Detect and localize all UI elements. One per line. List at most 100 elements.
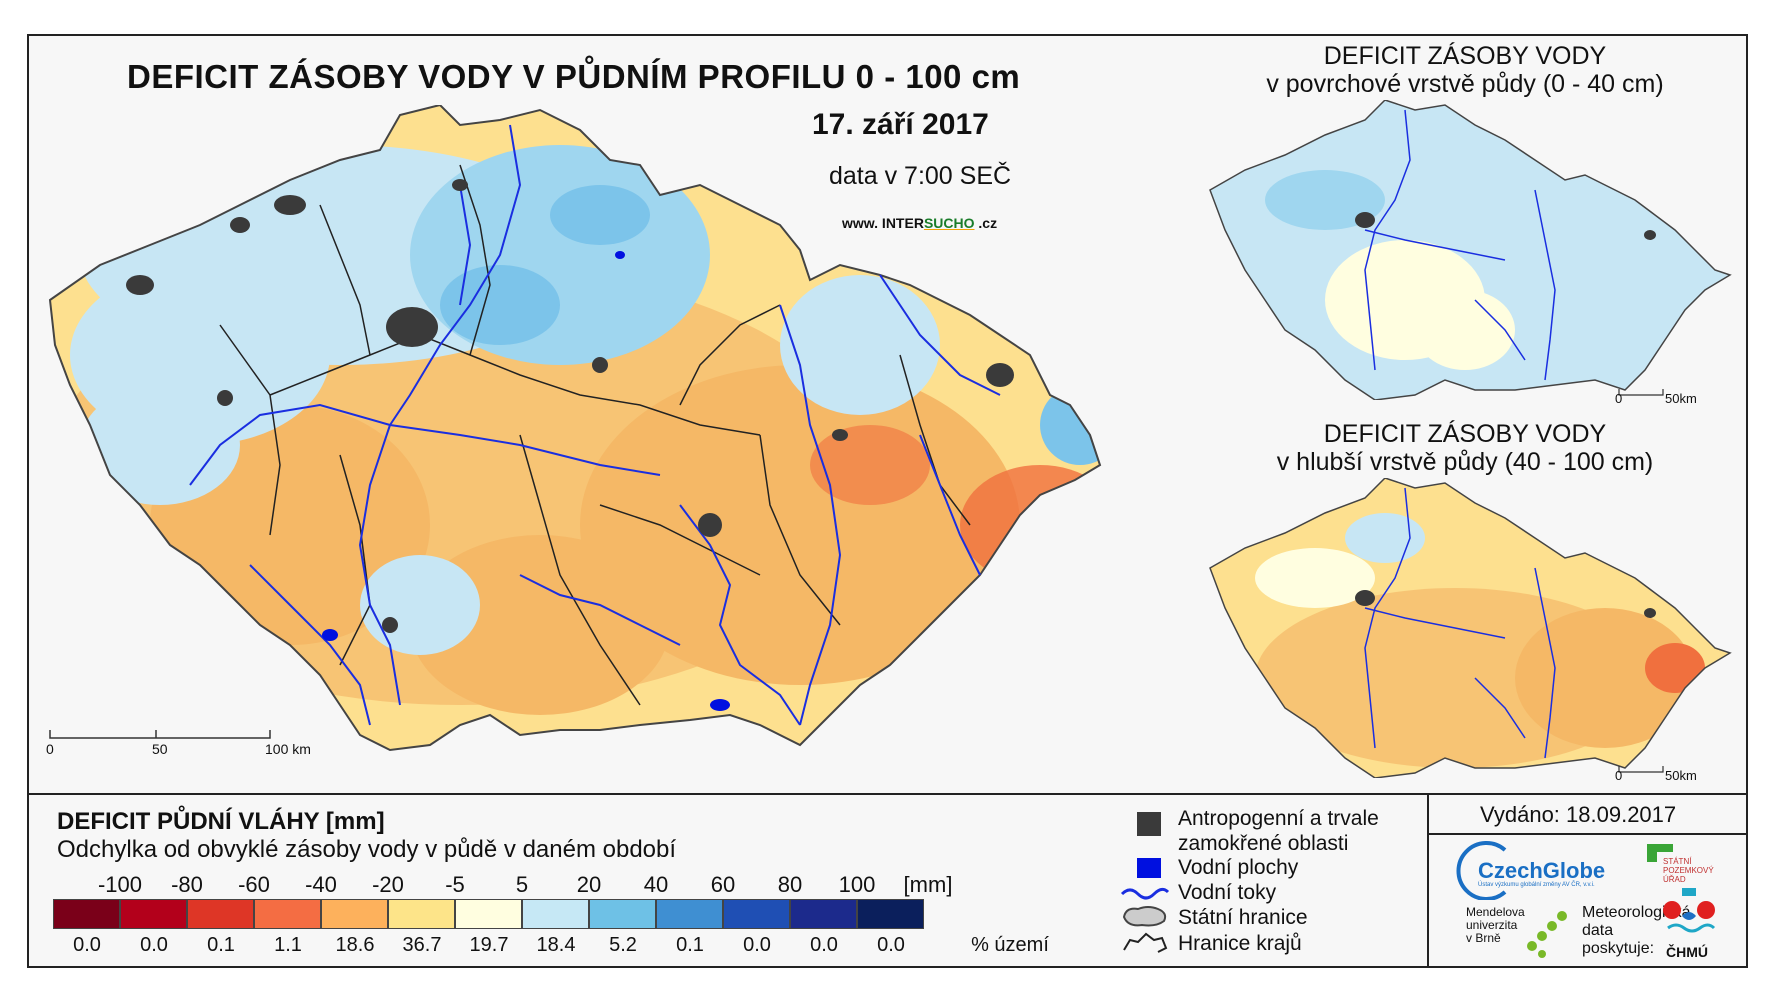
inset-bottom-title: DEFICIT ZÁSOBY VODY v hlubší vrstvě půdy… — [1250, 420, 1680, 476]
legend-ticks: -100 -80 -60 -40 -20 -5 5 20 40 60 80 10… — [50, 872, 960, 900]
legend-percent: 18.4 — [536, 934, 576, 956]
scale-label-100: 100 km — [265, 741, 311, 757]
urban-symbol-icon — [1137, 812, 1161, 836]
legend-swatch — [522, 899, 589, 929]
legend-percent: 0.1 — [676, 934, 704, 956]
issued-date: Vydáno: 18.09.2017 — [1480, 802, 1677, 827]
met-line3: poskytuje: — [1582, 940, 1655, 957]
state-border — [48, 105, 1102, 752]
spu-line2: POZEMKOVÝ — [1663, 866, 1714, 875]
legend-percent: 0.0 — [743, 934, 771, 956]
met-line2: data — [1582, 922, 1614, 939]
legend-percent: 0.0 — [140, 934, 168, 956]
legend-tick: -80 — [171, 872, 203, 897]
main-scale-bar — [49, 730, 271, 739]
legend-swatches — [53, 899, 924, 929]
inset-bottom-scale-bar — [1618, 766, 1664, 773]
region-borders — [219, 164, 971, 706]
legend-percent: 0.0 — [810, 934, 838, 956]
czechglobe-logo: CzechGlobe — [1478, 858, 1606, 883]
legend-tick: 5 — [515, 872, 529, 897]
czechglobe-logo-icon — [1456, 841, 1507, 900]
legend-tick: 40 — [643, 872, 669, 897]
inset-bottom-title-line2: v hlubší vrstvě půdy (40 - 100 cm) — [1276, 448, 1654, 476]
logo-divider — [1427, 795, 1429, 968]
legend-tick: 60 — [710, 872, 736, 897]
legend-tick: 80 — [777, 872, 803, 897]
region-border-label: Hranice krajů — [1178, 932, 1302, 955]
rivers-label: Vodní toky — [1178, 881, 1277, 904]
legend-divider — [27, 793, 1748, 795]
inset-bottom-map — [1209, 478, 1732, 778]
legend-tick: -5 — [445, 872, 465, 897]
water-body-icon — [1137, 858, 1161, 878]
inset-top-title-line1: DEFICIT ZÁSOBY VODY — [1323, 42, 1607, 70]
urban-label: Antropogenní a trvale zamokřené oblasti — [1178, 806, 1379, 856]
mendel-line1: Mendelova — [1466, 905, 1525, 919]
legend-swatch — [187, 899, 254, 929]
state-border-icon — [1122, 906, 1167, 927]
spu-line3: ÚŘAD — [1663, 875, 1686, 884]
region-border-icon — [1123, 932, 1168, 953]
legend-swatch — [120, 899, 187, 929]
water-bodies — [322, 251, 730, 711]
main-title: DEFICIT ZÁSOBY VODY V PŮDNÍM PROFILU 0 -… — [127, 58, 1021, 95]
chmu-logo-icon — [1663, 888, 1716, 933]
spu-logo-text: STÁTNÍ POZEMKOVÝ ÚŘAD — [1663, 857, 1714, 884]
spu-logo-icon — [1647, 844, 1673, 862]
legend-swatch — [656, 899, 723, 929]
mendel-line2: univerzita — [1466, 918, 1518, 932]
legend-swatch — [857, 899, 924, 929]
legend-swatch — [723, 899, 790, 929]
inset-bottom-scale-0: 0 — [1615, 768, 1623, 783]
czechglobe-subtitle: Ústav výzkumu globální změny AV ČR, v.v.… — [1478, 882, 1595, 888]
mendel-university-text: Mendelova univerzita v Brně — [1466, 906, 1525, 945]
inset-top-scale-0: 0 — [1615, 391, 1623, 406]
legend-percent: 5.2 — [609, 934, 637, 956]
inset-top-map — [1209, 100, 1732, 400]
legend-tick: -40 — [305, 872, 337, 897]
legend-swatch — [254, 899, 321, 929]
scale-label-50: 50 — [152, 741, 168, 757]
legend-percent: 19.7 — [469, 934, 509, 956]
legend-percent: 0.0 — [73, 934, 101, 956]
legend-swatch — [790, 899, 857, 929]
legend-percent-unit: % území — [971, 934, 1049, 956]
urban-label-line2: zamokřené oblasti — [1178, 832, 1349, 855]
legend-percentages: 0.0 0.0 0.1 1.1 18.6 36.7 19.7 18.4 5.2 0.1 0.0 0.0… — [50, 934, 1050, 962]
legend-swatch — [321, 899, 388, 929]
inset-top-scale-bar — [1618, 389, 1664, 396]
legend-title: DEFICIT PŮDNÍ VLÁHY [mm] — [57, 808, 385, 835]
legend-percent: 36.7 — [402, 934, 442, 956]
urban-label-line1: Antropogenní a trvale — [1178, 807, 1379, 830]
inset-bottom-scale-50: 50km — [1665, 768, 1697, 783]
legend-percent: 0.0 — [877, 934, 905, 956]
inset-bottom-title-line1: DEFICIT ZÁSOBY VODY — [1323, 420, 1607, 448]
inset-top-title-line2: v povrchové vrstvě půdy (0 - 40 cm) — [1266, 70, 1664, 98]
map-date: 17. září 2017 — [812, 108, 989, 141]
legend-tick: -60 — [238, 872, 270, 897]
mendel-line3: v Brně — [1466, 931, 1501, 945]
legend-unit: [mm] — [903, 872, 953, 897]
legend-swatch — [455, 899, 522, 929]
river-line-icon — [1120, 887, 1170, 900]
website-link[interactable]: www. INTERSUCHO .cz — [842, 215, 998, 231]
issued-divider — [1427, 833, 1748, 835]
legend-subtitle: Odchylka od obvyklé zásoby vody v půdě v… — [57, 836, 677, 863]
legend-percent: 0.1 — [207, 934, 235, 956]
main-map — [48, 105, 1102, 752]
legend-tick: 100 — [838, 872, 876, 897]
rivers — [189, 124, 1001, 726]
chmu-logo-text: ČHMÚ — [1666, 944, 1708, 960]
legend-percent: 1.1 — [274, 934, 302, 956]
data-time: data v 7:00 SEČ — [829, 162, 1012, 190]
legend-percent: 18.6 — [335, 934, 375, 956]
urban-areas — [126, 179, 1014, 633]
water-bodies-label: Vodní plochy — [1178, 856, 1299, 879]
legend-swatch — [53, 899, 120, 929]
spu-line1: STÁTNÍ — [1663, 857, 1692, 866]
state-border-label: Státní hranice — [1178, 906, 1308, 929]
mendel-logo-icon — [1527, 911, 1567, 958]
scale-label-0: 0 — [46, 741, 54, 757]
legend-swatch — [589, 899, 656, 929]
